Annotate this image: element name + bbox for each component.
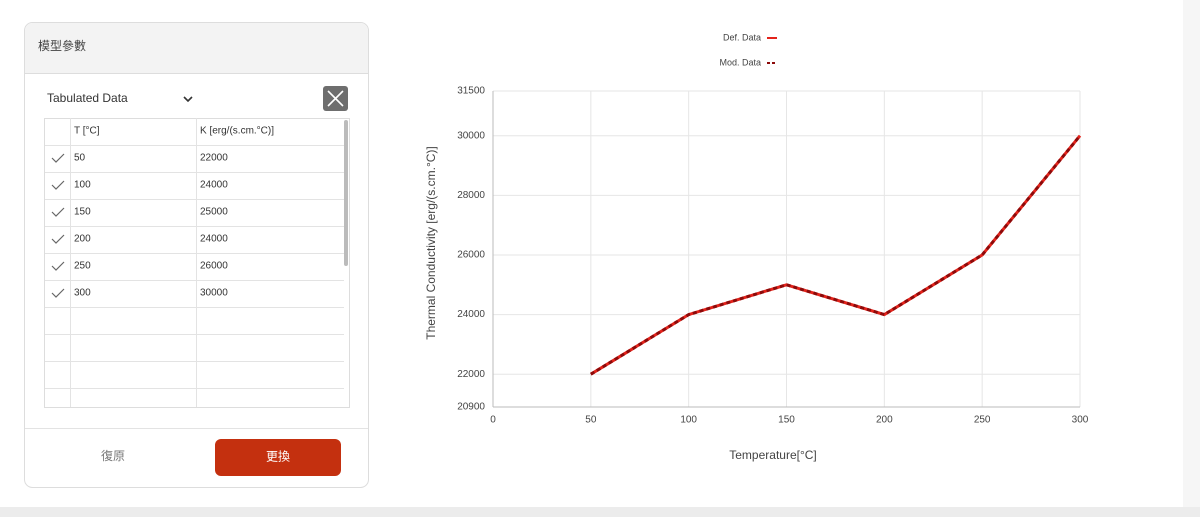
table-cell: 24000 xyxy=(200,180,228,191)
chevron[interactable] xyxy=(183,96,193,103)
legend-label: Def. Data xyxy=(723,32,761,42)
apply-label[interactable]: 更換 xyxy=(266,450,290,464)
panel-title: 模型參數 xyxy=(38,38,86,53)
x-tick-label: 250 xyxy=(974,415,991,426)
table-cell: 250 xyxy=(74,261,91,272)
y-tick-label: 31500 xyxy=(457,86,485,97)
x-tick-label: 150 xyxy=(778,415,795,426)
series-line xyxy=(590,134,1082,376)
scrollbar[interactable] xyxy=(344,120,348,266)
table-cell: 30000 xyxy=(200,288,228,299)
bottom-bar xyxy=(0,507,1200,517)
apply-button[interactable] xyxy=(215,439,341,476)
checkmark xyxy=(51,288,65,298)
checkmark xyxy=(51,261,65,271)
reset-button[interactable]: 復原 xyxy=(101,448,125,463)
checkmark xyxy=(51,207,65,217)
table-cell: 100 xyxy=(74,180,91,191)
panel-header xyxy=(25,23,368,73)
y-tick-label: 20900 xyxy=(457,402,485,413)
right-edge xyxy=(1183,0,1200,507)
y-tick-label: 22000 xyxy=(457,369,485,380)
y-tick-label: 24000 xyxy=(457,309,485,320)
y-tick-label: 30000 xyxy=(457,130,485,141)
table-cell: 25000 xyxy=(200,207,228,218)
y-tick-label: 26000 xyxy=(457,250,485,261)
checkmark xyxy=(51,234,65,244)
x-tick-label: 200 xyxy=(876,415,893,426)
tool-icon xyxy=(327,90,344,107)
column-header: K [erg/(s.cm.°C)] xyxy=(200,126,274,137)
column-header: T [°C] xyxy=(74,126,100,137)
x-axis-title: Temperature[°C] xyxy=(729,448,817,462)
table-cell: 26000 xyxy=(200,261,228,272)
x-tick-label: 300 xyxy=(1072,415,1089,426)
table-cell: 24000 xyxy=(200,234,228,245)
table-cell: 200 xyxy=(74,234,91,245)
y-tick-label: 28000 xyxy=(457,190,485,201)
x-tick-label: 0 xyxy=(490,415,496,426)
table-cell: 50 xyxy=(74,153,86,164)
x-tick-label: 100 xyxy=(680,415,697,426)
x-tick-label: 50 xyxy=(585,415,597,426)
dropdown[interactable]: Tabulated Data xyxy=(47,91,128,105)
legend-label: Mod. Data xyxy=(719,57,761,67)
table-cell: 150 xyxy=(74,207,91,218)
checkmark xyxy=(51,153,65,163)
table-cell: 300 xyxy=(74,288,91,299)
checkmark xyxy=(51,180,65,190)
y-axis-title: Thermal Conductivity [erg/(s.cm.°C)] xyxy=(424,146,438,340)
table-cell: 22000 xyxy=(200,153,228,164)
